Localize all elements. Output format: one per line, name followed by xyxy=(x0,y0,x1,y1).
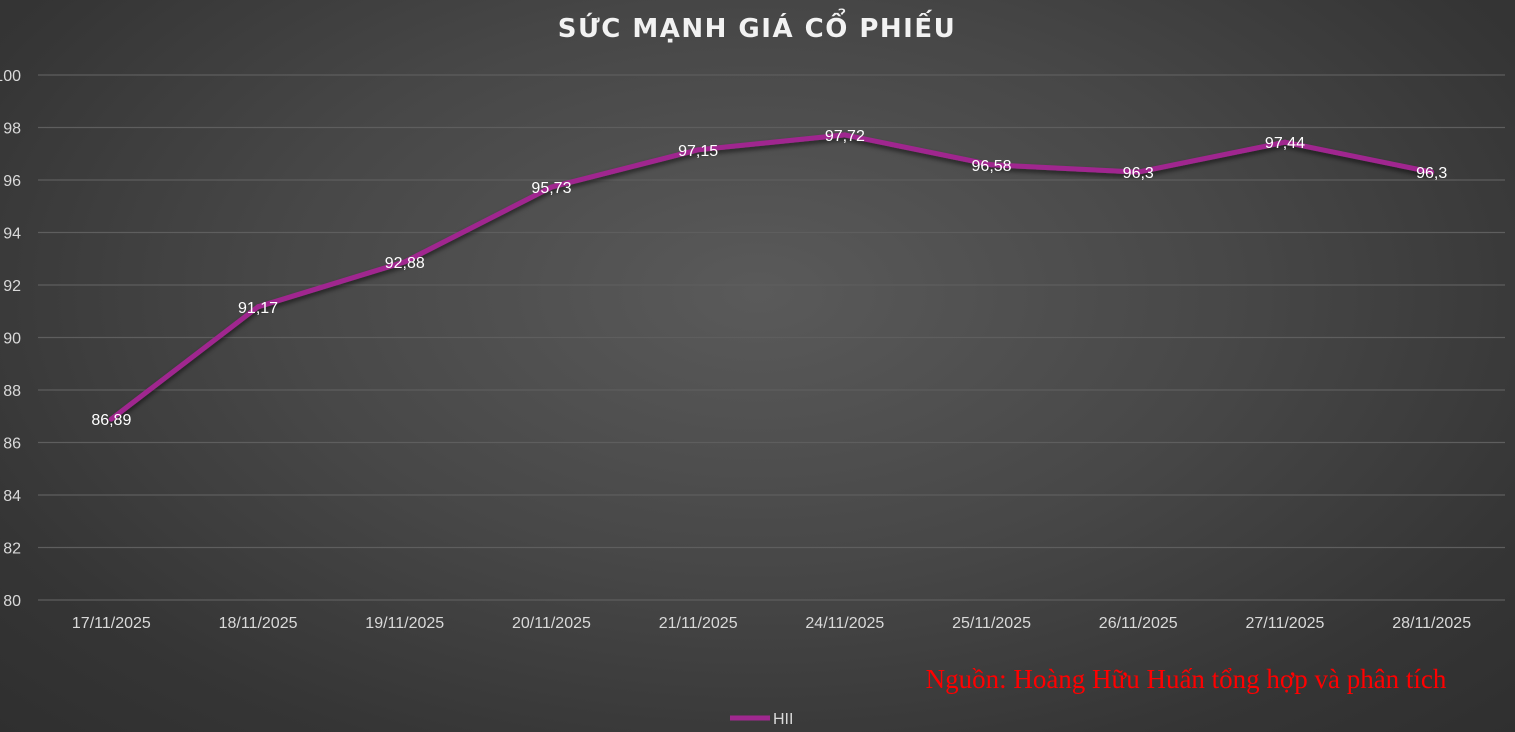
y-tick-label: 80 xyxy=(3,593,21,610)
series-line-hii xyxy=(108,132,1435,422)
data-point xyxy=(1429,169,1435,175)
chart-title: SỨC MẠNH GIÁ CỔ PHIẾU xyxy=(558,6,956,44)
data-point xyxy=(695,147,701,153)
y-axis-ticks: 80 82 84 86 88 90 92 94 96 98 100 xyxy=(0,68,21,610)
data-point xyxy=(842,132,848,138)
x-tick-label: 18/11/2025 xyxy=(219,615,298,632)
x-tick-label: 19/11/2025 xyxy=(365,615,444,632)
data-point xyxy=(989,162,995,168)
data-label: 91,17 xyxy=(238,300,278,317)
data-point xyxy=(402,259,408,265)
y-tick-label: 86 xyxy=(3,436,21,453)
y-tick-label: 92 xyxy=(3,278,21,295)
y-tick-label: 100 xyxy=(0,68,21,85)
y-tick-label: 88 xyxy=(3,383,21,400)
y-tick-label: 96 xyxy=(3,173,21,190)
x-tick-label: 21/11/2025 xyxy=(659,615,738,632)
y-tick-label: 94 xyxy=(3,226,21,243)
x-tick-label: 26/11/2025 xyxy=(1099,615,1178,632)
x-tick-label: 20/11/2025 xyxy=(512,615,591,632)
data-label: 97,44 xyxy=(1265,135,1305,152)
x-tick-label: 27/11/2025 xyxy=(1246,615,1325,632)
source-note: Nguồn: Hoàng Hữu Huấn tổng hợp và phân t… xyxy=(926,664,1447,694)
x-tick-label: 24/11/2025 xyxy=(805,615,884,632)
data-label: 97,72 xyxy=(825,128,865,145)
data-label: 86,89 xyxy=(91,412,131,429)
data-label: 95,73 xyxy=(531,180,571,197)
data-label: 96,3 xyxy=(1416,165,1447,182)
x-tick-label: 25/11/2025 xyxy=(952,615,1031,632)
data-point xyxy=(1135,169,1141,175)
series-hii xyxy=(108,132,1435,422)
y-tick-label: 84 xyxy=(3,488,21,505)
gridlines xyxy=(38,74,1505,601)
data-label: 92,88 xyxy=(385,255,425,272)
x-tick-label: 17/11/2025 xyxy=(72,615,151,632)
y-tick-label: 98 xyxy=(3,121,21,138)
data-point xyxy=(548,184,554,190)
data-label: 96,3 xyxy=(1123,165,1154,182)
x-tick-label: 28/11/2025 xyxy=(1392,615,1471,632)
x-axis-ticks: 17/11/2025 18/11/2025 19/11/2025 20/11/2025… xyxy=(72,615,1471,632)
y-tick-label: 90 xyxy=(3,331,21,348)
data-point xyxy=(1282,139,1288,145)
data-labels: 86,89 91,17 92,88 95,73 97,15 97,72 96,58 96,3 9… xyxy=(91,128,1447,429)
y-tick-label: 82 xyxy=(3,541,21,558)
data-label: 96,58 xyxy=(972,158,1012,175)
legend-label-hii: HII xyxy=(773,711,793,728)
data-point xyxy=(255,304,261,310)
data-label: 97,15 xyxy=(678,143,718,160)
data-point xyxy=(108,416,114,422)
legend: HII xyxy=(730,711,793,728)
